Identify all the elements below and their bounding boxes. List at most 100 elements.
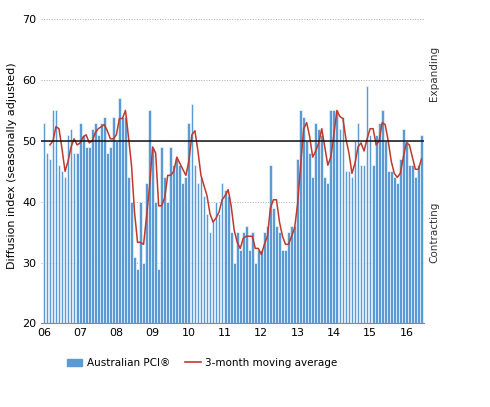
Bar xyxy=(233,263,236,407)
Bar xyxy=(109,147,112,407)
Bar xyxy=(154,202,157,407)
Bar xyxy=(82,135,85,407)
Bar xyxy=(257,250,260,407)
Bar xyxy=(85,147,88,407)
Bar xyxy=(357,123,359,407)
Bar xyxy=(411,165,414,407)
Bar xyxy=(417,165,420,407)
Bar xyxy=(375,135,377,407)
Bar xyxy=(130,202,133,407)
Bar xyxy=(49,159,51,407)
Bar xyxy=(106,153,109,407)
Bar xyxy=(248,250,251,407)
Bar xyxy=(263,232,266,407)
Bar xyxy=(311,177,314,407)
Bar xyxy=(405,141,408,407)
Bar xyxy=(97,135,99,407)
Bar xyxy=(284,250,287,407)
Bar xyxy=(344,171,347,407)
Bar xyxy=(220,184,223,407)
Bar xyxy=(136,269,139,407)
Bar xyxy=(70,129,73,407)
Bar xyxy=(390,171,392,407)
Bar xyxy=(347,171,350,407)
Bar xyxy=(157,269,160,407)
Bar xyxy=(115,141,118,407)
Bar xyxy=(326,184,329,407)
Bar xyxy=(127,177,130,407)
Bar xyxy=(199,177,202,407)
Bar xyxy=(236,232,239,407)
Bar xyxy=(206,214,208,407)
Bar xyxy=(287,232,290,407)
Text: Contracting: Contracting xyxy=(429,201,439,263)
Bar xyxy=(196,184,199,407)
Bar xyxy=(112,116,115,407)
Bar xyxy=(372,165,374,407)
Bar xyxy=(61,171,63,407)
Bar xyxy=(215,202,218,407)
Bar xyxy=(178,165,181,407)
Bar xyxy=(281,250,284,407)
Bar xyxy=(230,232,233,407)
Bar xyxy=(202,196,205,407)
Bar xyxy=(315,123,317,407)
Bar xyxy=(43,123,45,407)
Bar xyxy=(384,141,387,407)
Bar xyxy=(396,184,399,407)
Y-axis label: Diffusion index (seasonally adjusted): Diffusion index (seasonally adjusted) xyxy=(7,62,17,269)
Bar xyxy=(408,165,411,407)
Bar xyxy=(245,226,247,407)
Bar xyxy=(318,129,320,407)
Bar xyxy=(251,232,254,407)
Bar xyxy=(305,141,308,407)
Bar xyxy=(296,159,299,407)
Bar xyxy=(46,153,49,407)
Bar xyxy=(299,110,302,407)
Bar xyxy=(58,165,60,407)
Bar xyxy=(254,263,257,407)
Bar xyxy=(368,135,371,407)
Bar xyxy=(94,123,97,407)
Bar xyxy=(272,208,275,407)
Bar xyxy=(260,250,263,407)
Bar xyxy=(224,190,226,407)
Bar xyxy=(323,177,326,407)
Bar xyxy=(275,226,278,407)
Bar xyxy=(51,110,54,407)
Bar xyxy=(145,184,148,407)
Bar xyxy=(142,263,145,407)
Bar xyxy=(54,110,57,407)
Bar xyxy=(329,110,332,407)
Bar xyxy=(100,123,103,407)
Bar xyxy=(139,202,142,407)
Bar xyxy=(366,86,368,407)
Bar xyxy=(302,116,305,407)
Bar xyxy=(402,129,405,407)
Bar xyxy=(354,141,356,407)
Bar xyxy=(118,98,121,407)
Bar xyxy=(170,147,172,407)
Bar xyxy=(79,123,81,407)
Bar xyxy=(181,184,184,407)
Bar xyxy=(393,177,395,407)
Bar xyxy=(350,177,353,407)
Bar xyxy=(172,165,175,407)
Bar xyxy=(124,116,127,407)
Bar xyxy=(91,129,94,407)
Legend: Australian PCI®, 3-month moving average: Australian PCI®, 3-month moving average xyxy=(63,354,342,372)
Bar xyxy=(339,129,341,407)
Bar xyxy=(336,110,338,407)
Bar xyxy=(293,226,296,407)
Bar xyxy=(166,202,169,407)
Bar xyxy=(278,232,281,407)
Bar xyxy=(148,110,151,407)
Bar xyxy=(320,135,323,407)
Bar xyxy=(332,110,335,407)
Bar xyxy=(209,232,211,407)
Bar xyxy=(121,116,124,407)
Bar xyxy=(151,147,154,407)
Bar xyxy=(67,135,70,407)
Bar xyxy=(387,171,390,407)
Bar xyxy=(381,110,384,407)
